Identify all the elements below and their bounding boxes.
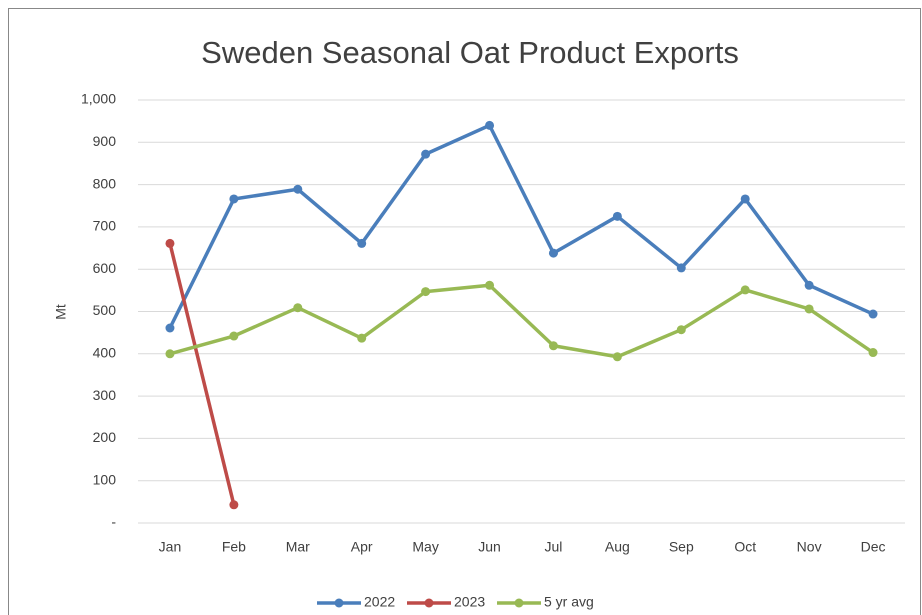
data-point [357,333,367,343]
y-axis-label: Mt [53,304,69,320]
data-point [421,287,431,297]
legend-marker [334,598,344,608]
data-point [612,211,622,221]
data-point [548,248,558,258]
data-point [485,120,495,130]
data-point [740,194,750,204]
x-tick-label: Dec [861,539,886,555]
legend-item: 5 yr avg [497,594,594,610]
data-point [485,280,495,290]
data-point [868,348,878,358]
y-tick-label: 100 [93,471,117,487]
data-point [357,238,367,248]
data-point [165,323,175,333]
x-tick-label: Aug [605,539,630,555]
legend-label: 5 yr avg [544,594,594,610]
x-tick-label: Jan [159,539,182,555]
data-point [165,349,175,359]
data-point [804,280,814,290]
y-tick-label: 600 [93,260,117,276]
x-tick-label: Jul [545,539,563,555]
x-tick-label: Feb [222,539,246,555]
data-point [293,184,303,194]
series-line [169,283,875,359]
y-tick-label: 700 [93,218,117,234]
data-point [421,149,431,159]
y-tick-label: 800 [93,175,117,191]
data-point [868,309,878,319]
data-point [293,303,303,313]
data-point [676,325,686,335]
y-tick-label: 500 [93,302,117,318]
legend-item: 2023 [407,594,485,610]
legend-marker [424,598,434,608]
y-tick-label: 900 [93,133,117,149]
x-tick-label: Apr [351,539,373,555]
series-line [168,123,874,329]
x-tick-label: Sep [669,539,694,555]
data-point [676,263,686,273]
y-tick-label: 200 [93,429,117,445]
legend-label: 2022 [364,594,395,610]
data-point [740,285,750,295]
data-point [229,331,239,341]
y-tick-label: 1,000 [81,91,116,107]
y-tick-label: - [111,514,116,530]
legend-item: 2022 [317,594,395,610]
data-point [612,352,622,362]
legend-marker [514,598,524,608]
x-tick-label: Jun [478,539,501,555]
series-line [168,242,236,506]
legend-label: 2023 [454,594,485,610]
data-point [165,238,175,248]
chart-title: Sweden Seasonal Oat Product Exports [201,35,739,70]
x-tick-label: Mar [286,539,310,555]
x-tick-label: May [412,539,438,555]
data-point [229,500,239,510]
x-tick-label: Nov [797,539,822,555]
data-point [548,341,558,351]
data-point [804,304,814,314]
y-tick-label: 300 [93,387,117,403]
data-point [229,194,239,204]
y-tick-label: 400 [93,345,117,361]
x-tick-label: Oct [734,539,756,555]
